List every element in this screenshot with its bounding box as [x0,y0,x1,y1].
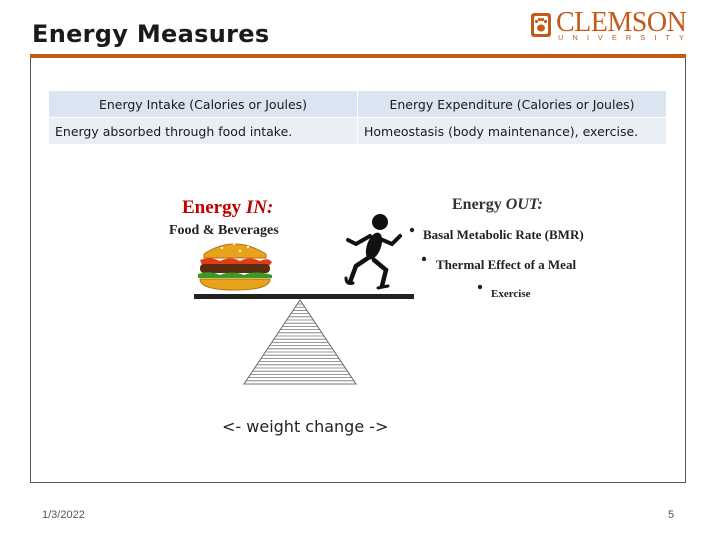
logo-wordmark: CLEMSON [556,7,687,38]
tiger-paw-icon [531,13,551,37]
energy-balance-figure: Energy IN: Food & Beverages Energy OUT: … [169,196,584,385]
bullet-icon [409,227,415,233]
header-expenditure: Energy Expenditure (Calories or Joules) [357,90,667,118]
running-figure-icon [344,214,402,290]
table-row: Energy absorbed through food intake. Hom… [48,117,667,145]
header-intake: Energy Intake (Calories or Joules) [48,90,358,118]
title-rule [30,54,686,58]
out-item-thermal: Thermal Effect of a Meal [436,257,576,272]
cell-expenditure: Homeostasis (body maintenance), exercise… [357,117,667,145]
clemson-logo: CLEMSON UNIVERSITY [528,8,688,44]
out-item-bmr: Basal Metabolic Rate (BMR) [423,227,584,242]
energy-out-heading: Energy OUT: [452,196,543,213]
cell-intake: Energy absorbed through food intake. [48,117,358,145]
fulcrum-pyramid-icon [243,299,357,385]
bullet-icon [477,284,483,290]
page-number: 5 [668,509,675,521]
table-header-row: Energy Intake (Calories or Joules) Energ… [48,90,667,118]
energy-in-subheading: Food & Beverages [169,223,279,238]
bullet-icon [421,256,427,262]
content-frame [30,58,686,483]
footer-date: 1/3/2022 [42,509,85,521]
logo-subline: UNIVERSITY [558,33,694,42]
slide-title: Energy Measures [32,20,270,48]
energy-in-heading: Energy IN: [182,197,273,218]
hamburger-icon [198,242,272,291]
energy-table: Energy Intake (Calories or Joules) Energ… [48,90,667,145]
weight-change-caption: <- weight change -> [222,417,389,436]
balance-beam [194,294,414,299]
out-item-exercise: Exercise [491,288,531,300]
